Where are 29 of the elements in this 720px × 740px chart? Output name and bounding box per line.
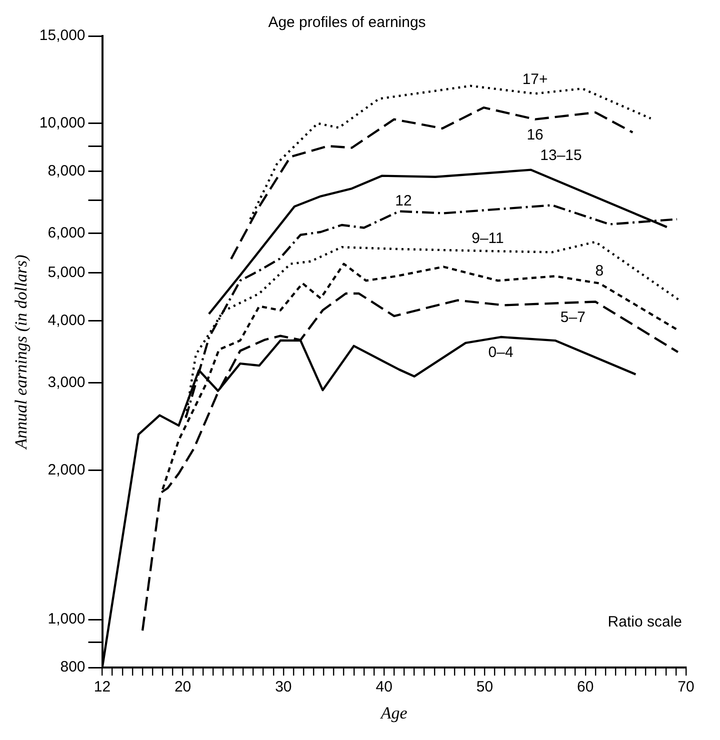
y-axis-title: Annual earnings (in dollars) (12, 254, 31, 450)
series-label: 13–15 (540, 146, 582, 164)
x-axis-title: Age (380, 703, 408, 722)
annotation: Ratio scale (608, 614, 682, 631)
y-tick-label: 2,000 (48, 461, 86, 478)
series-label: 0–4 (488, 344, 514, 362)
y-tick-label: 10,000 (39, 114, 86, 132)
chart-title: Age profiles of earnings (268, 14, 426, 32)
series-label: 8 (595, 262, 604, 280)
y-tick-label: 1,000 (48, 610, 86, 628)
y-tick-label: 15,000 (39, 27, 86, 44)
y-tick-label: 6,000 (48, 224, 86, 242)
series-label: 5–7 (560, 308, 586, 326)
series-label: 16 (526, 126, 544, 144)
x-tick-label: 70 (678, 678, 694, 696)
series-label: 9–11 (472, 230, 504, 248)
y-tick-label: 8,000 (48, 162, 86, 180)
x-tick-label: 60 (577, 678, 594, 696)
x-tick-label: 12 (94, 678, 111, 696)
y-tick-label: 3,000 (48, 374, 86, 391)
y-tick-label: 5,000 (48, 264, 86, 281)
x-tick-label: 50 (476, 678, 494, 696)
x-tick-label: 40 (376, 678, 392, 696)
y-tick-label: 4,000 (48, 312, 86, 329)
series-label: 17+ (522, 70, 548, 88)
x-tick-label: 20 (174, 678, 192, 696)
series-label: 12 (395, 192, 412, 210)
y-tick-label: 800 (60, 658, 86, 676)
x-tick-label: 30 (275, 678, 292, 696)
